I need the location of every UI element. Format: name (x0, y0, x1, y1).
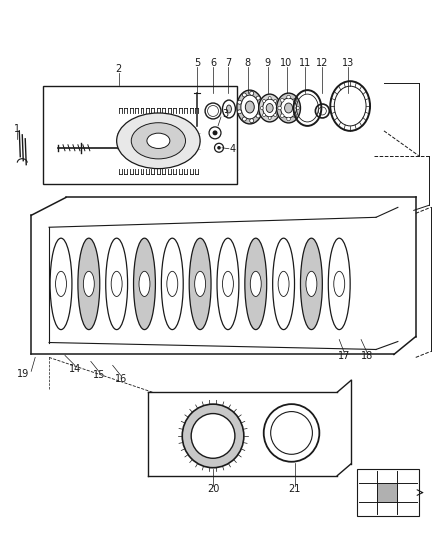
Ellipse shape (245, 238, 267, 329)
Text: 4: 4 (230, 144, 236, 154)
Circle shape (296, 106, 299, 110)
Ellipse shape (334, 271, 345, 296)
Ellipse shape (50, 238, 72, 329)
Circle shape (293, 114, 297, 118)
Circle shape (262, 100, 265, 102)
Text: 21: 21 (288, 483, 301, 494)
Circle shape (242, 117, 246, 121)
Ellipse shape (117, 113, 200, 168)
Circle shape (256, 114, 260, 118)
Circle shape (278, 106, 281, 110)
Ellipse shape (273, 238, 294, 329)
Circle shape (293, 99, 297, 102)
Ellipse shape (83, 271, 94, 296)
Ellipse shape (281, 98, 297, 118)
Circle shape (274, 114, 277, 117)
Ellipse shape (241, 95, 259, 119)
Ellipse shape (245, 101, 254, 113)
Text: 18: 18 (361, 351, 373, 361)
Text: 10: 10 (280, 58, 293, 68)
Text: 16: 16 (114, 374, 127, 384)
Ellipse shape (56, 271, 67, 296)
Circle shape (276, 107, 279, 109)
Ellipse shape (78, 238, 100, 329)
Ellipse shape (134, 238, 155, 329)
Bar (43, 86, 237, 183)
Text: 3: 3 (222, 109, 228, 119)
Ellipse shape (328, 238, 350, 329)
Ellipse shape (266, 103, 273, 112)
Ellipse shape (277, 93, 300, 123)
Circle shape (280, 99, 284, 102)
Ellipse shape (250, 271, 261, 296)
Text: 1: 1 (14, 124, 20, 134)
Ellipse shape (131, 123, 186, 159)
Circle shape (287, 117, 290, 121)
Ellipse shape (285, 103, 293, 113)
Circle shape (262, 114, 265, 117)
Ellipse shape (194, 271, 205, 296)
Circle shape (256, 96, 260, 100)
Text: 19: 19 (17, 369, 29, 379)
Circle shape (287, 95, 290, 99)
Ellipse shape (223, 271, 233, 296)
Circle shape (237, 100, 241, 104)
Ellipse shape (278, 271, 289, 296)
Circle shape (250, 119, 254, 123)
Ellipse shape (167, 271, 178, 296)
Ellipse shape (306, 271, 317, 296)
Circle shape (212, 131, 218, 135)
Ellipse shape (106, 238, 127, 329)
Circle shape (260, 107, 263, 109)
Ellipse shape (263, 99, 277, 117)
Ellipse shape (111, 271, 122, 296)
Ellipse shape (161, 238, 183, 329)
Circle shape (242, 93, 246, 97)
Text: 6: 6 (210, 58, 216, 68)
Text: 13: 13 (342, 58, 354, 68)
Ellipse shape (217, 238, 239, 329)
Ellipse shape (182, 404, 244, 468)
Ellipse shape (226, 105, 231, 113)
Ellipse shape (300, 238, 322, 329)
Ellipse shape (189, 238, 211, 329)
Circle shape (268, 96, 271, 100)
Ellipse shape (223, 100, 235, 118)
Circle shape (259, 105, 263, 109)
Text: 7: 7 (225, 58, 231, 68)
Bar (357, 469, 419, 516)
Text: 20: 20 (207, 483, 219, 494)
Circle shape (280, 114, 284, 118)
Circle shape (237, 110, 241, 114)
Text: 2: 2 (116, 64, 122, 74)
Bar (377, 482, 397, 503)
Circle shape (274, 100, 277, 102)
Circle shape (217, 146, 221, 150)
Text: 9: 9 (265, 58, 271, 68)
Text: 15: 15 (92, 370, 105, 381)
Circle shape (268, 116, 271, 119)
Text: 8: 8 (245, 58, 251, 68)
Text: 14: 14 (69, 365, 81, 374)
Text: 17: 17 (338, 351, 350, 361)
Text: 12: 12 (316, 58, 328, 68)
Ellipse shape (237, 90, 263, 124)
Ellipse shape (191, 414, 235, 458)
Text: 11: 11 (299, 58, 311, 68)
Ellipse shape (147, 133, 170, 149)
Ellipse shape (139, 271, 150, 296)
Text: 5: 5 (194, 58, 200, 68)
Circle shape (250, 91, 254, 95)
Ellipse shape (259, 94, 281, 122)
